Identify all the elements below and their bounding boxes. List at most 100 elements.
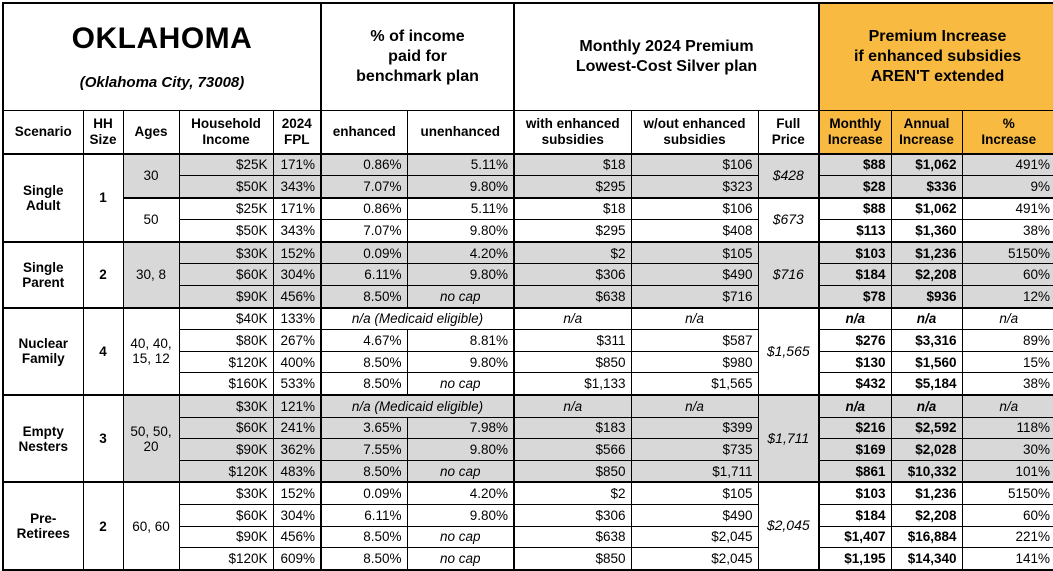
- cell-unenhanced: 4.20%: [406, 481, 515, 506]
- cell-with-subsidies: $2: [513, 481, 632, 506]
- cell-unenhanced: 5.11%: [406, 152, 515, 177]
- col-header-scenario: Scenario: [2, 109, 84, 155]
- cell-income: $120K: [178, 350, 274, 374]
- cell-pct-increase: 60%: [961, 504, 1053, 527]
- cell-with-subsidies: $295: [513, 175, 632, 199]
- cell-fpl: 304%: [272, 504, 322, 527]
- cell-with-subsidies: $18: [513, 152, 632, 177]
- cell-enhanced: 4.67%: [320, 329, 408, 352]
- cell-monthly-increase: $1,195: [818, 547, 892, 571]
- cell-unenhanced: no cap: [406, 525, 515, 549]
- table-row: $50K 343% 7.07% 9.80% $295 $323 $28 $336 9%: [3, 175, 1053, 199]
- cell-ages: 30, 8: [122, 240, 180, 309]
- cell-unenhanced: 9.80%: [406, 504, 515, 527]
- cell-income: $60K: [178, 416, 274, 440]
- cell-pct-increase: n/a: [961, 306, 1053, 331]
- cell-monthly-increase: $103: [818, 240, 892, 265]
- cell-without-subsidies: $490: [630, 263, 759, 287]
- cell-income: $160K: [178, 372, 274, 396]
- cell-income: $30K: [178, 240, 274, 265]
- table-row: $60K 241% 3.65% 7.98% $183 $399 $216 $2,592 118%: [3, 416, 1053, 440]
- cell-monthly-increase: $113: [818, 219, 892, 243]
- cell-monthly-increase: $28: [818, 175, 892, 199]
- col-header-ages: Ages: [122, 109, 180, 155]
- cell-pct-increase: 12%: [961, 285, 1053, 309]
- cell-hh-size: 3: [82, 394, 124, 483]
- cell-pct-increase: 5150%: [961, 240, 1053, 265]
- cell-annual-increase: $1,560: [890, 350, 963, 374]
- table-row: Empty Nesters 3 50, 50, 20 $30K 121% n/a (Med…: [2, 394, 1053, 483]
- cell-medicaid-note: n/a (Medicaid eligible): [319, 306, 515, 331]
- cell-with-subsidies: $18: [513, 196, 632, 221]
- table-row: $90K 456% 8.50% no cap $638 $716 $78 $936 12%: [3, 285, 1053, 309]
- cell-unenhanced: no cap: [406, 285, 515, 309]
- cell-annual-increase: $2,208: [890, 504, 963, 527]
- cell-monthly-increase: $88: [818, 152, 892, 177]
- cell-with-subsidies: $850: [513, 459, 632, 483]
- cell-scenario: Empty Nesters: [2, 394, 84, 483]
- cell-enhanced: 3.65%: [320, 416, 408, 440]
- cell-annual-increase: $1,236: [890, 481, 963, 506]
- cell-unenhanced: 9.80%: [406, 219, 515, 243]
- cell-with-subsidies: $306: [513, 263, 632, 287]
- cell-annual-increase: $1,360: [890, 219, 963, 243]
- cell-unenhanced: 9.80%: [406, 175, 515, 199]
- cell-unenhanced: no cap: [406, 372, 515, 396]
- cell-pct-increase: 9%: [961, 175, 1053, 199]
- cell-pct-increase: 30%: [961, 438, 1053, 461]
- cell-enhanced: 0.09%: [320, 240, 408, 265]
- cell-income: $30K: [178, 394, 274, 418]
- table-row: $160K 533% 8.50% no cap $1,133 $1,565 $432 $5,1…: [3, 372, 1053, 396]
- cell-with-subsidies: n/a: [513, 394, 632, 418]
- cell-pct-increase: 15%: [961, 350, 1053, 374]
- cell-fpl: 152%: [272, 240, 322, 265]
- cell-monthly-increase: $216: [818, 416, 892, 440]
- table-row: Single Adult 1 30 $25K 171% 0.86% 5.11% $18 $106…: [2, 152, 1053, 243]
- cell-monthly-increase: $78: [818, 285, 892, 309]
- cell-enhanced: 8.50%: [320, 547, 408, 571]
- col-header-monthly-increase: Monthly Increase: [818, 109, 892, 155]
- cell-income: $50K: [178, 219, 274, 243]
- cell-pct-increase: 38%: [961, 372, 1053, 396]
- cell-monthly-increase: $88: [818, 196, 892, 221]
- state-title: OKLAHOMA: [71, 21, 253, 55]
- table-row: $60K 304% 6.11% 9.80% $306 $490 $184 $2,208 60%: [3, 263, 1053, 287]
- cell-without-subsidies: $2,045: [630, 547, 759, 571]
- cell-full-price: $428: [757, 152, 820, 199]
- cell-with-subsidies: $183: [513, 416, 632, 440]
- cell-without-subsidies: $716: [630, 285, 759, 309]
- cell-annual-increase: $1,062: [890, 196, 963, 221]
- cell-annual-increase: $1,236: [890, 240, 963, 265]
- cell-monthly-increase: $130: [818, 350, 892, 374]
- col-header-hh-size: HH Size: [82, 109, 124, 155]
- cell-full-price: $2,045: [757, 481, 820, 571]
- cell-pct-increase: 491%: [961, 196, 1053, 221]
- cell-monthly-increase: $432: [818, 372, 892, 396]
- cell-full-price: $673: [757, 196, 820, 243]
- cell-income: $120K: [178, 547, 274, 571]
- cell-with-subsidies: $850: [513, 547, 632, 571]
- cell-with-subsidies: n/a: [513, 306, 632, 331]
- cell-without-subsidies: $1,565: [630, 372, 759, 396]
- cell-unenhanced: 9.80%: [406, 263, 515, 287]
- col-header-unenhanced: unenhanced: [406, 109, 515, 155]
- cell-with-subsidies: $311: [513, 329, 632, 352]
- col-header-with-subsidies: with enhanced subsidies: [513, 109, 632, 155]
- cell-without-subsidies: $399: [630, 416, 759, 440]
- cell-without-subsidies: $106: [630, 196, 759, 221]
- col-header-income: Household Income: [178, 109, 274, 155]
- cell-annual-increase: $5,184: [890, 372, 963, 396]
- cell-fpl: 456%: [272, 525, 322, 549]
- col-header-annual-increase: Annual Increase: [890, 109, 963, 155]
- table-row: $50K 343% 7.07% 9.80% $295 $408 $113 $1,360 38%: [3, 219, 1053, 243]
- cell-monthly-increase: n/a: [818, 306, 892, 331]
- cell-enhanced: 0.86%: [320, 152, 408, 177]
- cell-full-price: $1,565: [757, 306, 820, 396]
- cell-unenhanced: 9.80%: [406, 438, 515, 461]
- cell-pct-increase: 491%: [961, 152, 1053, 177]
- cell-annual-increase: $2,208: [890, 263, 963, 287]
- cell-enhanced: 8.50%: [320, 372, 408, 396]
- cell-annual-increase: $3,316: [890, 329, 963, 352]
- cell-annual-increase: $1,062: [890, 152, 963, 177]
